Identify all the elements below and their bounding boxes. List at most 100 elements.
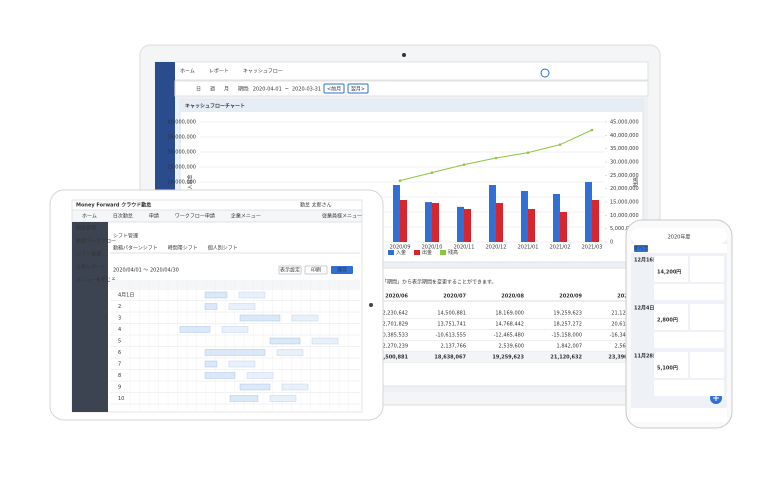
side-item[interactable]: メニューを閉じる bbox=[76, 277, 116, 284]
balance-point bbox=[430, 171, 434, 174]
bar bbox=[521, 191, 528, 242]
shift-block bbox=[269, 395, 297, 402]
nav-item[interactable]: ワークフロー申請 bbox=[175, 213, 215, 220]
row-label: 4月1日 bbox=[118, 293, 134, 299]
y2-tick-label: 45,000,000 bbox=[610, 120, 639, 126]
action-button[interactable] bbox=[331, 266, 353, 274]
breadcrumb-item[interactable]: ホーム bbox=[180, 69, 195, 75]
table-cell: -16,345,000 bbox=[610, 333, 640, 339]
shift-block bbox=[239, 383, 271, 391]
table-header: 2020/08 bbox=[501, 294, 524, 300]
table-cell: 2,539,600 bbox=[499, 344, 524, 350]
item-card[interactable] bbox=[654, 284, 724, 300]
bar bbox=[400, 200, 407, 242]
nav-item[interactable]: ホーム bbox=[82, 214, 97, 220]
period-option[interactable]: 日 bbox=[196, 87, 201, 93]
item-card[interactable] bbox=[654, 304, 688, 330]
x-tick-label: 2020/11 bbox=[454, 245, 475, 251]
bar bbox=[432, 203, 439, 242]
y-tick-label: 25,000,000 bbox=[167, 165, 196, 171]
item-card[interactable] bbox=[654, 332, 724, 348]
table-cell: 19,259,623 bbox=[492, 355, 524, 361]
x-tick-label: 2020/12 bbox=[486, 245, 507, 251]
row-label: 10 bbox=[118, 396, 124, 402]
legend-swatch bbox=[440, 250, 447, 255]
table-cell: 14,500,881 bbox=[376, 355, 408, 361]
chart-header bbox=[180, 100, 643, 112]
item-amount: 2,800円 bbox=[657, 317, 678, 324]
table-cell: 1,842,007 bbox=[557, 344, 582, 350]
phone-tab-active[interactable] bbox=[634, 245, 648, 252]
nav-item[interactable]: 企業メニュー bbox=[231, 213, 261, 220]
shift-block bbox=[246, 372, 274, 379]
y2-tick-label: 0 bbox=[610, 240, 613, 246]
bar bbox=[528, 209, 535, 242]
filter-button-label: <前月 bbox=[327, 86, 341, 93]
chart-title: キャッシュフローチャート bbox=[185, 104, 245, 110]
tab[interactable]: 個人別シフト bbox=[208, 245, 238, 252]
filter-button-label: 翌月> bbox=[351, 87, 365, 93]
x-tick-label: 2020/09 bbox=[390, 245, 411, 251]
x-tick-label: 2021/03 bbox=[582, 245, 603, 251]
shift-block bbox=[291, 314, 319, 322]
table-cell: 12,701,829 bbox=[379, 322, 408, 328]
shift-block bbox=[276, 349, 304, 356]
side-item[interactable]: シフト管理 bbox=[76, 251, 101, 258]
tab[interactable]: 時間帯シフト bbox=[168, 245, 198, 252]
shift-block bbox=[204, 372, 236, 379]
filter-button[interactable] bbox=[323, 83, 345, 94]
nav-item[interactable]: 申請 bbox=[149, 213, 159, 220]
shift-block bbox=[221, 326, 249, 333]
y2-tick-label: 20,000,000 bbox=[610, 186, 639, 192]
item-card[interactable] bbox=[690, 304, 724, 330]
action-label: 保存 bbox=[337, 267, 347, 274]
table-cell: -10,385,533 bbox=[378, 333, 408, 339]
filter-button[interactable] bbox=[347, 83, 369, 94]
y-tick-label: 20,000,000 bbox=[167, 180, 196, 186]
action-button[interactable] bbox=[278, 265, 302, 275]
table-cell: 2,137,766 bbox=[441, 344, 466, 350]
bar bbox=[464, 209, 471, 242]
side-item[interactable]: 分析レポート bbox=[76, 264, 106, 271]
period-option[interactable]: 週 bbox=[210, 86, 215, 93]
bar bbox=[553, 194, 560, 242]
y2-tick-label: 10,000,000 bbox=[610, 213, 639, 219]
tab[interactable]: 勤務パターンシフト bbox=[113, 245, 158, 252]
action-button[interactable] bbox=[304, 265, 328, 275]
side-item[interactable]: 勤怠ワークフロー bbox=[76, 238, 116, 245]
item-card[interactable] bbox=[654, 380, 724, 396]
tablet-camera bbox=[369, 303, 373, 307]
table-cell: 23,390,000 bbox=[608, 355, 640, 361]
table-header: 2020/07 bbox=[443, 294, 466, 300]
admin-menu[interactable]: 従業員様メニュー bbox=[322, 213, 362, 220]
item-card[interactable] bbox=[654, 352, 688, 378]
table-cell: 18,169,000 bbox=[495, 311, 524, 317]
table-cell: 19,259,623 bbox=[553, 311, 582, 317]
nav-item[interactable]: 日次勤怠 bbox=[113, 213, 133, 220]
table-cell: 14,500,881 bbox=[437, 311, 466, 317]
row-label: 2 bbox=[118, 304, 121, 310]
item-card[interactable] bbox=[690, 352, 724, 378]
item-date: 12月16日 bbox=[634, 257, 658, 264]
phone-header bbox=[631, 228, 727, 244]
table-header: 2020/09 bbox=[559, 294, 582, 300]
y2-tick-label: 40,000,000 bbox=[610, 133, 639, 139]
side-item[interactable]: 勤怠管理 bbox=[76, 225, 96, 232]
y2-axis-label: 残高 bbox=[633, 177, 640, 187]
phone-title: 2020年度 bbox=[668, 234, 691, 241]
y-tick-label: 40,000,000 bbox=[167, 120, 196, 126]
item-card[interactable] bbox=[690, 256, 724, 282]
item-card[interactable] bbox=[654, 256, 688, 282]
help-icon[interactable] bbox=[540, 68, 550, 78]
tablet-nav bbox=[71, 209, 363, 223]
x-tick-label: 2021/01 bbox=[518, 245, 539, 251]
table-cell: 18,257,272 bbox=[553, 322, 582, 328]
table-cell: -10,613,555 bbox=[436, 333, 466, 339]
period-option[interactable]: 月 bbox=[224, 87, 229, 93]
breadcrumb-item[interactable]: レポート bbox=[209, 68, 229, 75]
breadcrumb-item[interactable]: キャッシュフロー bbox=[243, 69, 283, 75]
legend-label: 残高 bbox=[448, 249, 458, 256]
brand: Money Forward クラウド勤怠 bbox=[76, 202, 151, 209]
bar bbox=[560, 212, 567, 242]
row-label: 8 bbox=[118, 373, 121, 379]
